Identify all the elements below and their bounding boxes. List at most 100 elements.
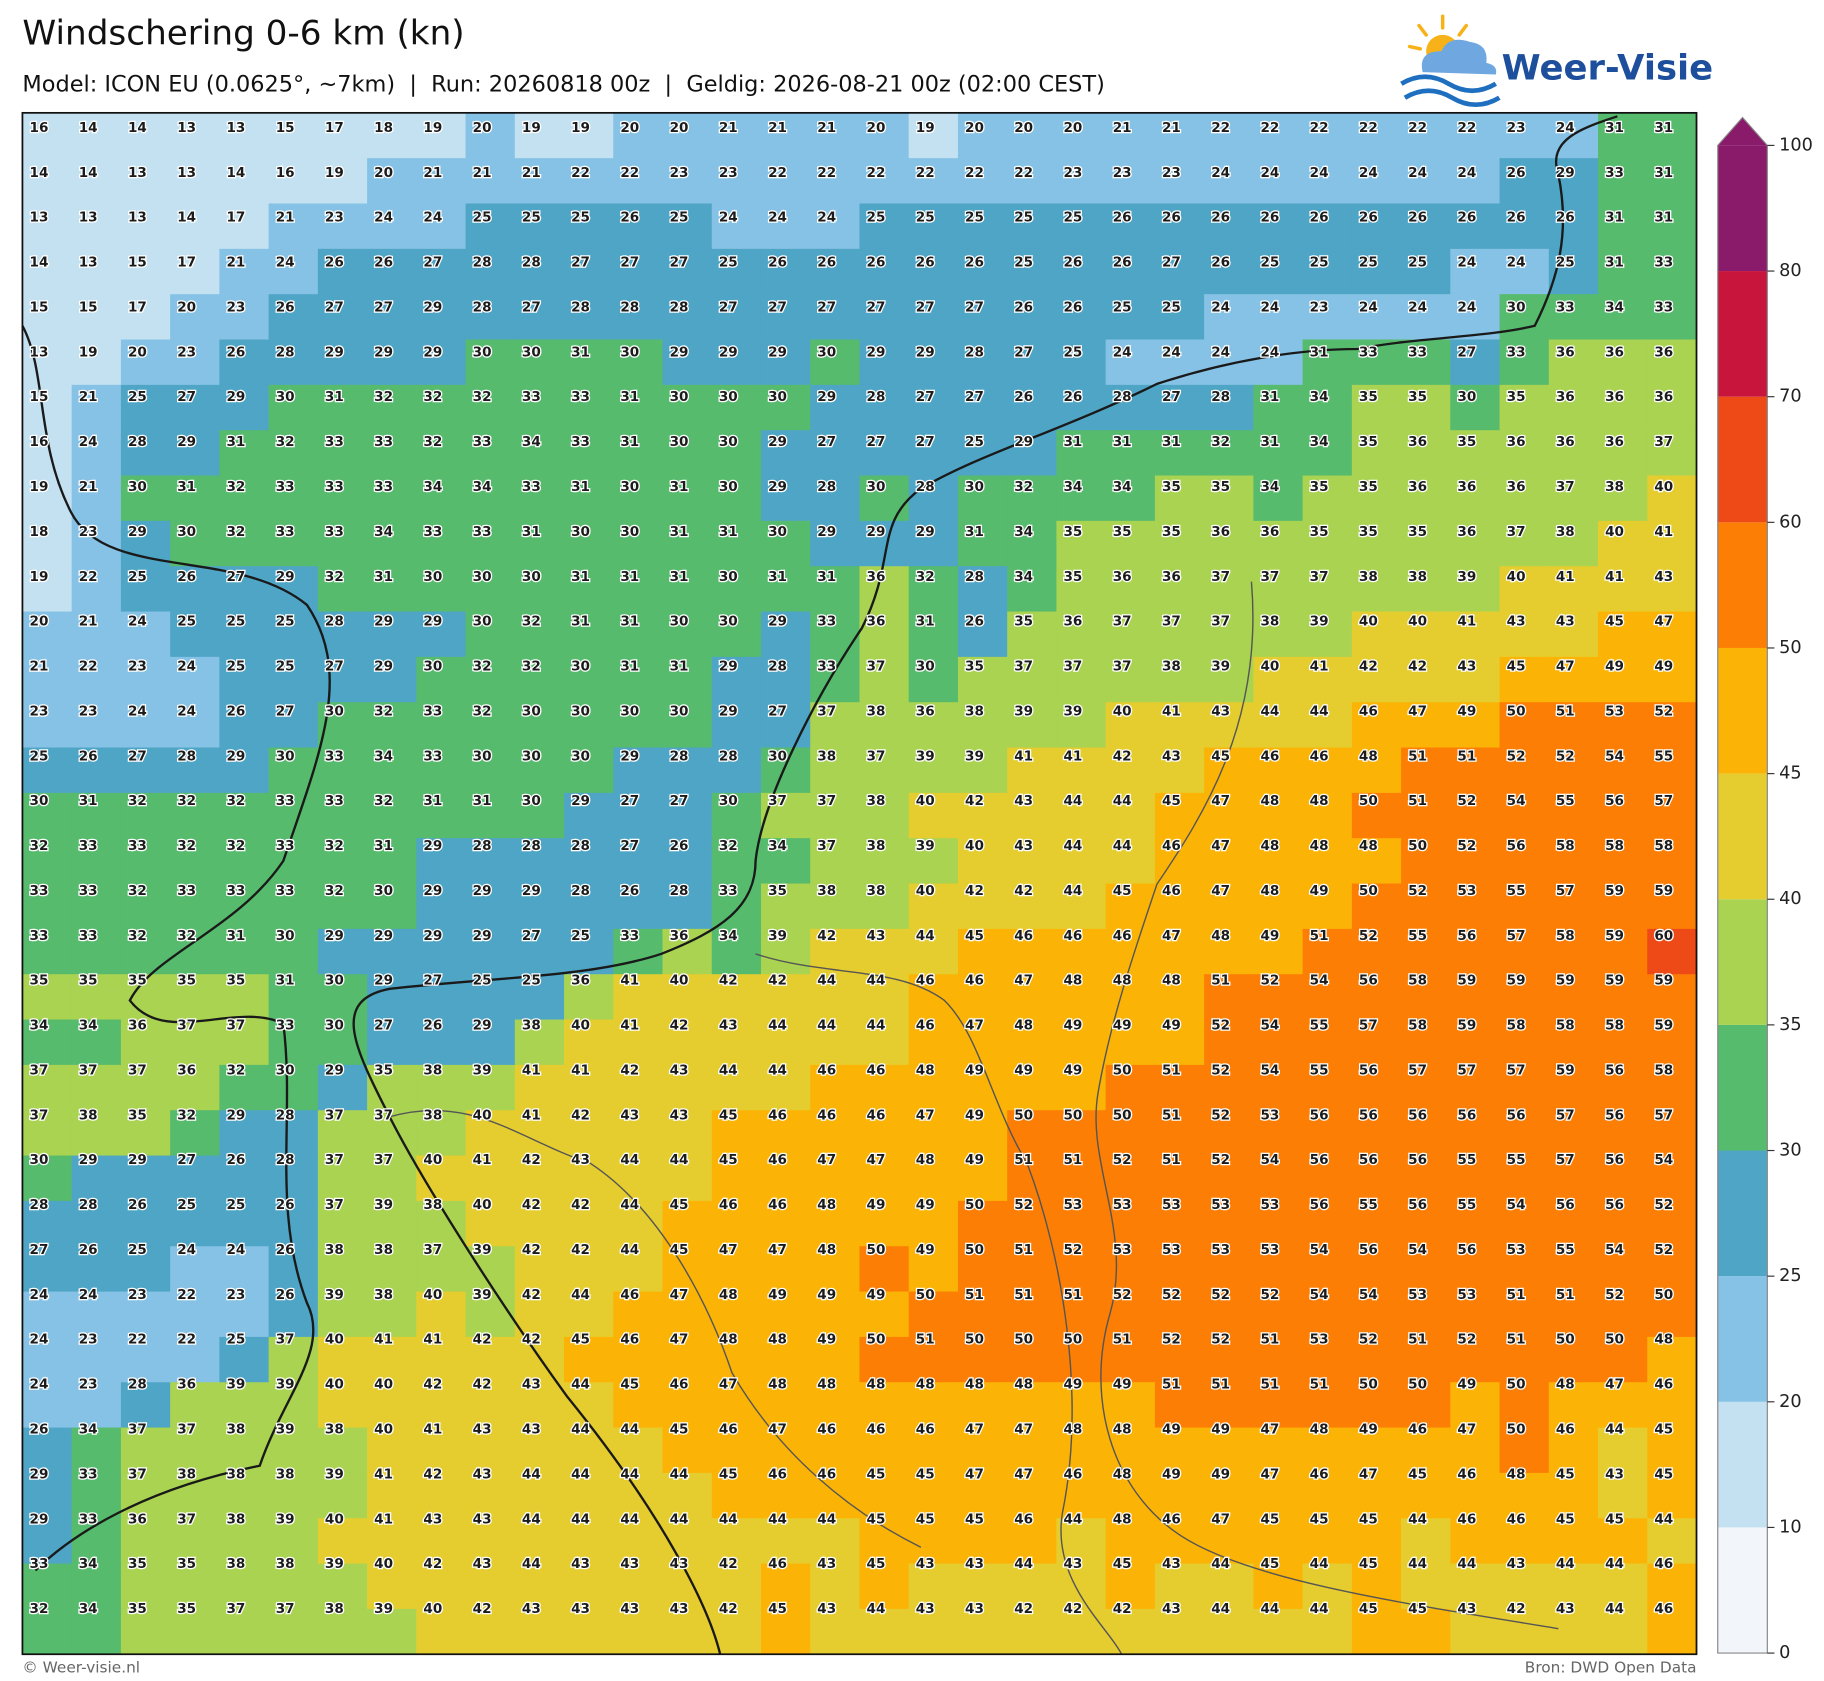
value-label: 47	[1162, 928, 1181, 944]
map-cell	[1450, 1472, 1501, 1519]
value-label: 48	[1113, 973, 1132, 989]
value-label: 29	[719, 344, 738, 360]
value-label: 38	[423, 1197, 442, 1213]
value-label: 19	[423, 120, 442, 136]
value-label: 28	[867, 389, 886, 405]
value-label: 34	[79, 1422, 98, 1438]
map-cell	[859, 974, 910, 1021]
value-label: 50	[965, 1332, 984, 1348]
value-label: 43	[670, 1556, 689, 1572]
map-cell	[268, 1110, 319, 1157]
map-cell	[170, 1155, 221, 1202]
value-label: 35	[1359, 524, 1378, 540]
value-label: 41	[1605, 569, 1624, 585]
value-label: 23	[1507, 120, 1526, 136]
map-cell	[1450, 883, 1501, 930]
value-label: 48	[1359, 838, 1378, 854]
map-cell	[219, 1155, 270, 1202]
map-cell	[711, 1064, 762, 1111]
map-cell	[760, 158, 811, 205]
map-cell	[317, 566, 368, 613]
value-label: 33	[1359, 344, 1378, 360]
map-cell	[514, 974, 565, 1021]
value-label: 51	[1014, 1287, 1033, 1303]
map-cell	[859, 1472, 910, 1519]
map-cell	[1499, 1291, 1550, 1338]
map-cell	[1056, 1563, 1107, 1610]
map-cell	[613, 1472, 664, 1519]
value-label: 42	[522, 1197, 541, 1213]
map-cell	[1598, 747, 1648, 794]
map-cell	[859, 656, 910, 703]
map-cell	[613, 611, 664, 658]
map-cell	[120, 1336, 171, 1383]
map-cell	[219, 1382, 270, 1429]
value-label: 40	[1507, 569, 1526, 585]
value-label: 28	[30, 1197, 49, 1213]
value-label: 45	[867, 1466, 886, 1482]
value-label: 54	[1310, 973, 1329, 989]
map-cell	[1007, 384, 1058, 431]
map-cell	[1598, 974, 1648, 1021]
map-cell	[170, 656, 221, 703]
map-cell	[1351, 339, 1402, 386]
map-cell	[908, 1246, 959, 1293]
value-label: 24	[374, 210, 393, 226]
value-label: 29	[374, 344, 393, 360]
map-cell	[957, 928, 1008, 975]
value-label: 29	[620, 748, 639, 764]
map-cell	[268, 566, 319, 613]
value-label: 46	[867, 1422, 886, 1438]
map-cell	[219, 430, 270, 477]
map-cell	[71, 1200, 122, 1247]
map-cell	[1598, 883, 1648, 930]
map-cell	[1253, 566, 1304, 613]
value-label: 49	[867, 1197, 886, 1213]
value-label: 46	[1162, 1511, 1181, 1527]
value-label: 38	[423, 1063, 442, 1079]
value-label: 39	[1063, 703, 1082, 719]
value-label: 20	[965, 120, 984, 136]
value-label: 37	[177, 1018, 196, 1034]
map-cell	[1647, 248, 1698, 295]
value-label: 26	[1310, 210, 1329, 226]
value-label: 33	[473, 434, 492, 450]
map-cell	[367, 1110, 418, 1157]
value-label: 40	[1113, 703, 1132, 719]
source: Bron: DWD Open Data	[1525, 1659, 1697, 1677]
map-cell	[810, 883, 861, 930]
map-cell	[1105, 248, 1156, 295]
value-label: 58	[1556, 838, 1575, 854]
value-label: 49	[1211, 1466, 1230, 1482]
value-label: 54	[1605, 748, 1624, 764]
value-label: 42	[1113, 748, 1132, 764]
value-label: 25	[473, 973, 492, 989]
map-cell	[1154, 702, 1205, 749]
value-label: 37	[1556, 479, 1575, 495]
map-cell	[1007, 883, 1058, 930]
value-label: 25	[1014, 255, 1033, 271]
map-cell	[1351, 1608, 1402, 1655]
map-cell	[1154, 974, 1205, 1021]
value-label: 35	[1162, 479, 1181, 495]
map-cell	[1105, 1472, 1156, 1519]
map-cell	[1351, 1019, 1402, 1066]
map-cell	[120, 928, 171, 975]
value-label: 32	[226, 793, 245, 809]
value-label: 34	[1113, 479, 1132, 495]
value-label: 43	[620, 1601, 639, 1617]
value-label: 31	[571, 569, 590, 585]
value-label: 44	[1605, 1601, 1624, 1617]
value-label: 30	[670, 434, 689, 450]
map-cell	[1007, 1608, 1058, 1655]
map-cell	[1154, 1019, 1205, 1066]
map-cell	[1105, 1019, 1156, 1066]
map-cell	[564, 838, 614, 885]
map-cell	[859, 203, 910, 250]
map-cell	[1499, 158, 1550, 205]
map-cell	[268, 158, 319, 205]
value-label: 26	[1063, 255, 1082, 271]
map-cell	[1401, 430, 1452, 477]
map-cell	[367, 112, 418, 159]
value-label: 32	[1211, 434, 1230, 450]
